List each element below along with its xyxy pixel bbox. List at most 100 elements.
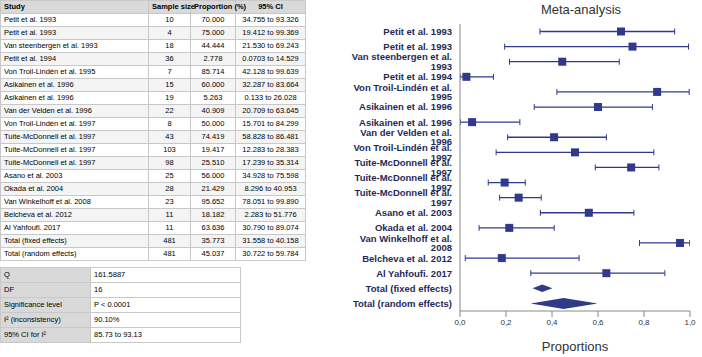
html-text:Van steenbergen et al. 1993: Van steenbergen et al. 1993 — [4, 41, 98, 50]
html-text:8.296 to 40.953: 8.296 to 40.953 — [244, 184, 297, 193]
html-text:Tuite-McDonnell et al. 1997: Tuite-McDonnell et al. 1997 — [4, 158, 96, 167]
svg-text:0,2: 0,2 — [500, 318, 512, 327]
svg-text:Total (fixed effects): Total (fixed effects) — [366, 283, 452, 294]
svg-text:Asikainen et al. 1996: Asikainen et al. 1996 — [359, 101, 452, 112]
svg-text:Asikainen et al. 1996: Asikainen et al. 1996 — [359, 117, 452, 128]
html-text:Van der Velden et al. 1996: Van der Velden et al. 1996 — [4, 106, 92, 115]
html-text:0.133 to 26.028: 0.133 to 26.028 — [244, 93, 297, 102]
html-text:19: 19 — [165, 93, 174, 102]
html-text:Van Winkelhoff et al. 2008: Van Winkelhoff et al. 2008 — [4, 197, 91, 206]
html-text:Belcheva et al. 2012: Belcheva et al. 2012 — [4, 210, 72, 219]
html-text:15: 15 — [165, 80, 174, 89]
html-text:Petit et al. 1994: Petit et al. 1994 — [4, 54, 57, 63]
html-text:17.239 to 35.314: 17.239 to 35.314 — [242, 158, 299, 167]
html-text:1996: 1996 — [430, 136, 452, 148]
html-text:18: 18 — [165, 41, 174, 50]
svg-text:Petit et al. 1993: Petit et al. 1993 — [383, 41, 452, 52]
html-text:25: 25 — [165, 171, 174, 180]
html-text:Meta-analysis: Meta-analysis — [540, 2, 622, 17]
svg-text:Tuite-McDonnell et al.1997: Tuite-McDonnell et al.1997 — [355, 187, 452, 208]
html-text:42.128 to 99.639: 42.128 to 99.639 — [242, 67, 299, 76]
html-text:Asikainen et al. 1996: Asikainen et al. 1996 — [4, 93, 74, 102]
html-text:95% CI: 95% CI — [258, 2, 283, 11]
html-text:15.701 to 84.299: 15.701 to 84.299 — [242, 119, 299, 128]
svg-text:Belcheva et al. 2012: Belcheva et al. 2012 — [362, 253, 452, 264]
html-text:Tuite-McDonnell et al.: Tuite-McDonnell et al. — [354, 157, 452, 169]
svg-text:Van Winkelhoff et al.2008: Van Winkelhoff et al.2008 — [360, 233, 452, 254]
html-text:1997: 1997 — [430, 166, 452, 178]
html-text:40.909: 40.909 — [201, 106, 225, 115]
html-text:481: 481 — [163, 236, 176, 245]
html-text:Asano et al. 2003: Asano et al. 2003 — [4, 171, 63, 180]
svg-text:Proportions: Proportions — [542, 339, 609, 354]
svg-text:Van steenbergen et al.1993: Van steenbergen et al.1993 — [352, 51, 452, 72]
html-text:18.182: 18.182 — [201, 210, 225, 219]
html-text:2.283 to 51.776: 2.283 to 51.776 — [244, 210, 297, 219]
svg-text:Total (random effects): Total (random effects) — [353, 298, 452, 309]
html-text:70.000: 70.000 — [201, 15, 225, 24]
svg-text:Asano et al. 2003: Asano et al. 2003 — [375, 207, 452, 218]
html-text:Van der Velden et al.: Van der Velden et al. — [360, 126, 452, 138]
html-text:10: 10 — [165, 15, 174, 24]
svg-text:0,8: 0,8 — [638, 318, 650, 327]
html-text:63.636: 63.636 — [201, 223, 225, 232]
html-text:11: 11 — [165, 210, 174, 219]
html-text:Al Yahfoufi. 2017: Al Yahfoufi. 2017 — [4, 223, 61, 232]
html-text:20.709 to 63.645: 20.709 to 63.645 — [242, 106, 299, 115]
html-text:58.828 to 86.481: 58.828 to 86.481 — [242, 132, 299, 141]
svg-text:Petit et al. 1993: Petit et al. 1993 — [383, 26, 452, 37]
html-text:34.755 to 93.326: 34.755 to 93.326 — [242, 15, 299, 24]
svg-text:0,4: 0,4 — [546, 318, 558, 327]
html-text:85.714: 85.714 — [201, 67, 225, 76]
html-text:75.000: 75.000 — [201, 28, 225, 37]
html-text:Tuite-McDonnell et al.: Tuite-McDonnell et al. — [354, 172, 452, 184]
html-text:Von Troil-Lindén et al.: Von Troil-Lindén et al. — [353, 142, 452, 153]
html-text:95.652: 95.652 — [201, 197, 225, 206]
html-text:Okada et al. 2004: Okada et al. 2004 — [4, 184, 64, 193]
svg-text:1,0: 1,0 — [684, 318, 694, 327]
html-text:50.000: 50.000 — [201, 119, 225, 128]
html-text:11: 11 — [165, 223, 174, 232]
html-text:56.000: 56.000 — [201, 171, 225, 180]
html-text:2.778: 2.778 — [203, 54, 223, 63]
svg-text:Von Troil-Lindén et al.1995: Von Troil-Lindén et al.1995 — [353, 82, 452, 103]
html-text:36: 36 — [165, 54, 174, 63]
html-text:43: 43 — [165, 132, 174, 141]
html-text:28: 28 — [165, 184, 174, 193]
html-text:Petit et al. 1993: Petit et al. 1993 — [4, 28, 57, 37]
html-text:5.263: 5.263 — [203, 93, 223, 102]
html-text:19.417: 19.417 — [201, 145, 225, 154]
html-text:21.530 to 69.243: 21.530 to 69.243 — [242, 41, 299, 50]
html-text:103: 103 — [163, 145, 176, 154]
html-text:44.444: 44.444 — [201, 41, 225, 50]
html-text:Petit et al. 1993: Petit et al. 1993 — [4, 15, 57, 24]
html-text:25.510: 25.510 — [201, 158, 225, 167]
svg-text:Okada et al. 2004: Okada et al. 2004 — [375, 222, 453, 233]
svg-text:Al Yahfoufi. 2017: Al Yahfoufi. 2017 — [376, 268, 452, 279]
html-text:74.419: 74.419 — [201, 132, 225, 141]
html-text:Total (fixed effects): Total (fixed effects) — [4, 236, 67, 245]
html-text:1997: 1997 — [430, 151, 452, 163]
svg-text:0,0: 0,0 — [454, 318, 466, 327]
html-text:Tuite-McDonnell et al. 1997: Tuite-McDonnell et al. 1997 — [4, 145, 96, 154]
html-text:Sample size Proportion (%): Sample size Proportion (%) — [152, 2, 247, 11]
svg-text:0,6: 0,6 — [592, 318, 604, 327]
html-text:30.790 to 89.074: 30.790 to 89.074 — [242, 223, 299, 232]
html-text:12.283 to 28.383: 12.283 to 28.383 — [242, 145, 299, 154]
html-text:78.051 to 99.890: 78.051 to 99.890 — [242, 197, 299, 206]
html-text:60.000: 60.000 — [201, 80, 225, 89]
html-text:Asikainen et al. 1996: Asikainen et al. 1996 — [4, 80, 74, 89]
html-text:22: 22 — [165, 106, 174, 115]
svg-text:Petit et al. 1994: Petit et al. 1994 — [383, 71, 452, 82]
html-text:Von Troil-Lindén et al. 1997: Von Troil-Lindén et al. 1997 — [4, 119, 96, 128]
html-text:0.0703 to 14.529: 0.0703 to 14.529 — [242, 54, 299, 63]
html-text:19.412 to 99.369: 19.412 to 99.369 — [242, 28, 299, 37]
html-text:Von Troil-Lindén et al. 1995: Von Troil-Lindén et al. 1995 — [4, 67, 96, 76]
html-text:98: 98 — [165, 158, 174, 167]
html-text:21.429: 21.429 — [201, 184, 225, 193]
html-text:Study: Study — [4, 2, 25, 11]
html-text:32.287 to 83.664: 32.287 to 83.664 — [242, 80, 299, 89]
html-text:34.928 to 75.598: 34.928 to 75.598 — [242, 171, 299, 180]
html-text:23: 23 — [165, 197, 174, 206]
html-text:Tuite-McDonnell et al. 1997: Tuite-McDonnell et al. 1997 — [4, 132, 96, 141]
